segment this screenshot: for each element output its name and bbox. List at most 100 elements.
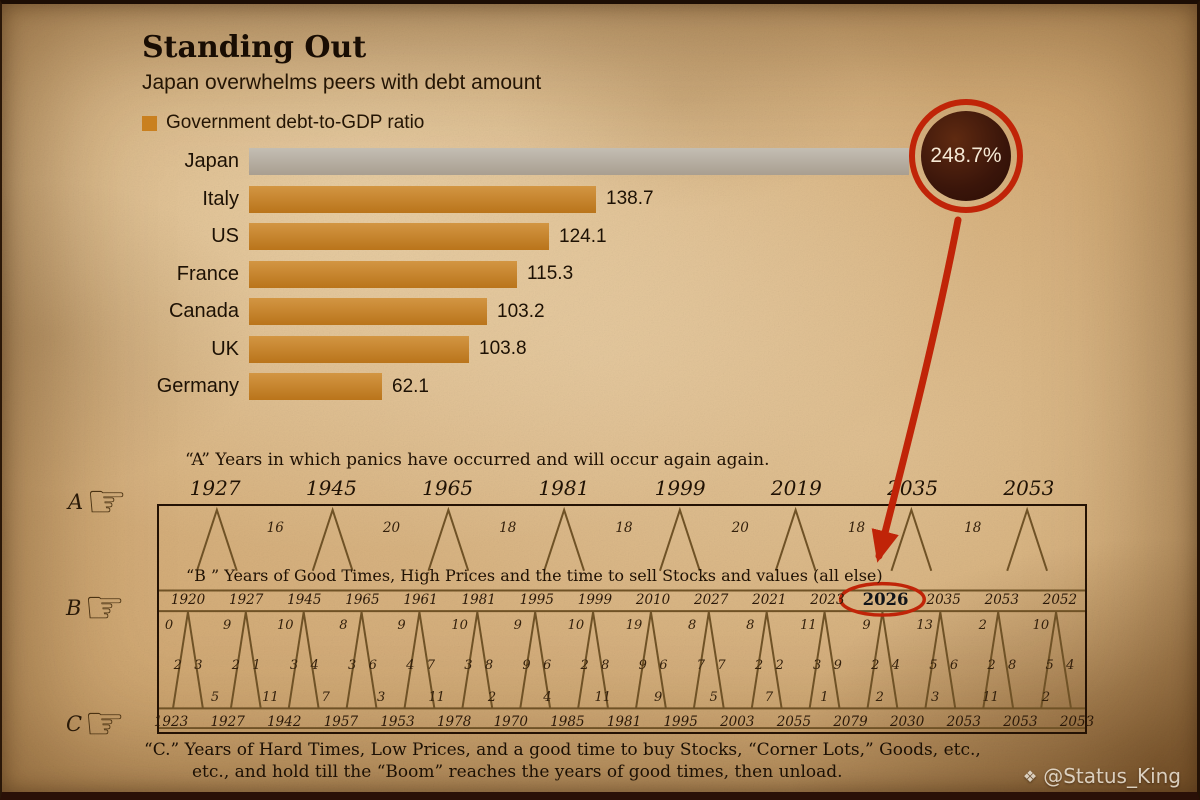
cycle-zigzag-lines [159, 506, 1085, 730]
bar-row: US 124.1 [142, 218, 1122, 256]
cycle-number-bottom: 4 [543, 690, 552, 705]
cycle-number-pair: 3 8 [464, 658, 494, 673]
c-year-label: 1985 [550, 714, 585, 730]
highlight-ellipse-2026 [838, 581, 926, 617]
b-year-label: 2021 [752, 592, 787, 608]
cycle-number-pair: 2 4 [871, 658, 901, 673]
bar-category-label: Canada [168, 300, 239, 323]
cycle-number-pair: 7 7 [696, 658, 726, 673]
c-year-label: 1927 [210, 714, 245, 730]
cycle-number-top: 9 [513, 618, 522, 633]
cycle-number-top: 10 [276, 618, 294, 633]
c-year-label: 2030 [889, 714, 925, 730]
cycle-number-top: 11 [800, 618, 817, 633]
bar-row: Japan [142, 143, 1122, 181]
cycle-number-bottom: 11 [594, 690, 612, 705]
c-year-label: 1953 [380, 714, 415, 730]
bar-category-label: UK [211, 337, 239, 360]
cycle-number-top: 9 [862, 618, 871, 633]
callout-value: 248.7% [930, 144, 1002, 167]
b-year-label: 1965 [345, 592, 380, 608]
cycle-number-top: 10 [567, 618, 585, 633]
watermark: ❖ @Status_King [1023, 764, 1181, 788]
benner-a-caption: “A” Years in which panics have occurred … [185, 450, 770, 470]
benner-a-years: 1927 1945 1965 1981 1999 2019 2035 2053 [157, 476, 1087, 502]
c-year-label: 1995 [663, 714, 698, 730]
b-year-label: 1981 [461, 592, 496, 608]
watermark-logo-icon: ❖ [1022, 766, 1038, 786]
cycle-number-bottom: 5 [210, 690, 220, 705]
cycle-number-top: 9 [222, 618, 232, 633]
b-year-label: 1995 [519, 592, 554, 608]
bar [249, 148, 909, 176]
b-year-label: 1920 [170, 592, 206, 608]
bar-value: 103.8 [479, 338, 527, 360]
b-year-label: 1945 [287, 592, 322, 608]
japan-value-callout: 248.7% [909, 99, 1023, 213]
bar-row: Canada 103.2 [142, 293, 1122, 331]
b-year-label: 2010 [635, 592, 671, 608]
a-interval-number: 18 [499, 520, 517, 536]
benner-chart-box: “B ” Years of Good Times, High Prices an… [154, 504, 1094, 734]
cycle-number-top: 0 [164, 618, 174, 633]
bar [249, 373, 382, 401]
bar [249, 185, 596, 213]
cycle-number-bottom: 11 [982, 690, 999, 705]
a-year-label: 1965 [422, 476, 474, 500]
a-interval-number: 20 [382, 520, 401, 536]
a-interval-number: 16 [266, 520, 284, 536]
cycle-number-pair: 2 8 [580, 658, 610, 673]
page-title: Standing Out [142, 30, 367, 65]
a-year-label: 1927 [189, 476, 241, 500]
cycle-number-bottom: 2 [1041, 690, 1051, 705]
c-year-label: 2003 [720, 714, 755, 730]
c-year-label: 2053 [946, 714, 981, 730]
cycle-number-top: 9 [397, 618, 406, 633]
cycle-number-pair: 9 6 [522, 658, 552, 673]
cycle-number-pair: 2 1 [231, 658, 261, 673]
legend-swatch-icon [142, 115, 157, 131]
cycle-number-bottom: 11 [262, 690, 279, 705]
bar-row: France 115.3 [142, 256, 1122, 294]
callout-disc: 248.7% [921, 111, 1011, 201]
a-interval-number: 18 [847, 520, 866, 536]
legend: Government debt-to-GDP ratio [142, 112, 424, 134]
a-year-label: 1999 [654, 476, 706, 500]
hand-pointer-a: A ☞ [66, 478, 150, 530]
cycle-number-pair: 3 9 [812, 658, 842, 673]
b-year-label: 2026 [862, 590, 909, 609]
hand-label-a: A [68, 490, 84, 514]
c-year-label: 2055 [776, 714, 812, 730]
bar-row: UK 103.8 [142, 331, 1122, 369]
b-year-label: 2035 [926, 592, 961, 608]
cycle-number-top: 2 [978, 618, 987, 633]
bar [249, 260, 517, 288]
cycle-number-bottom: 1 [820, 690, 829, 705]
watermark-text: @Status_King [1043, 764, 1181, 788]
a-year-label: 2019 [770, 476, 822, 500]
cycle-number-bottom: 9 [654, 690, 663, 705]
c-year-label: 1970 [493, 714, 528, 730]
benner-b-caption: “B ” Years of Good Times, High Prices an… [186, 566, 883, 585]
a-year-label: 1981 [538, 476, 590, 500]
cycle-number-bottom: 3 [931, 690, 940, 705]
bar-category-label: Japan [184, 150, 240, 173]
bar-category-label: US [211, 225, 239, 248]
pointing-hand-icon: ☞ [86, 474, 128, 528]
cycle-number-bottom: 5 [709, 690, 718, 705]
bar-category-label: France [176, 262, 239, 285]
b-year-label: 2053 [984, 592, 1019, 608]
a-year-label: 2053 [1003, 476, 1055, 500]
bar [249, 335, 469, 363]
cycle-number-pair: 3 4 [289, 658, 319, 673]
cycle-number-pair: 3 6 [347, 658, 377, 673]
bar [249, 223, 549, 251]
bar-value: 115.3 [527, 263, 574, 285]
cycle-number-top: 19 [625, 618, 643, 633]
hand-pointer-b: B ☞ [64, 584, 148, 636]
subtitle: Japan overwhelms peers with debt amount [142, 71, 542, 94]
c-year-label: 1942 [267, 714, 302, 730]
cycle-number-pair: 5 4 [1045, 658, 1075, 673]
bar-row: Italy 138.7 [142, 181, 1122, 219]
